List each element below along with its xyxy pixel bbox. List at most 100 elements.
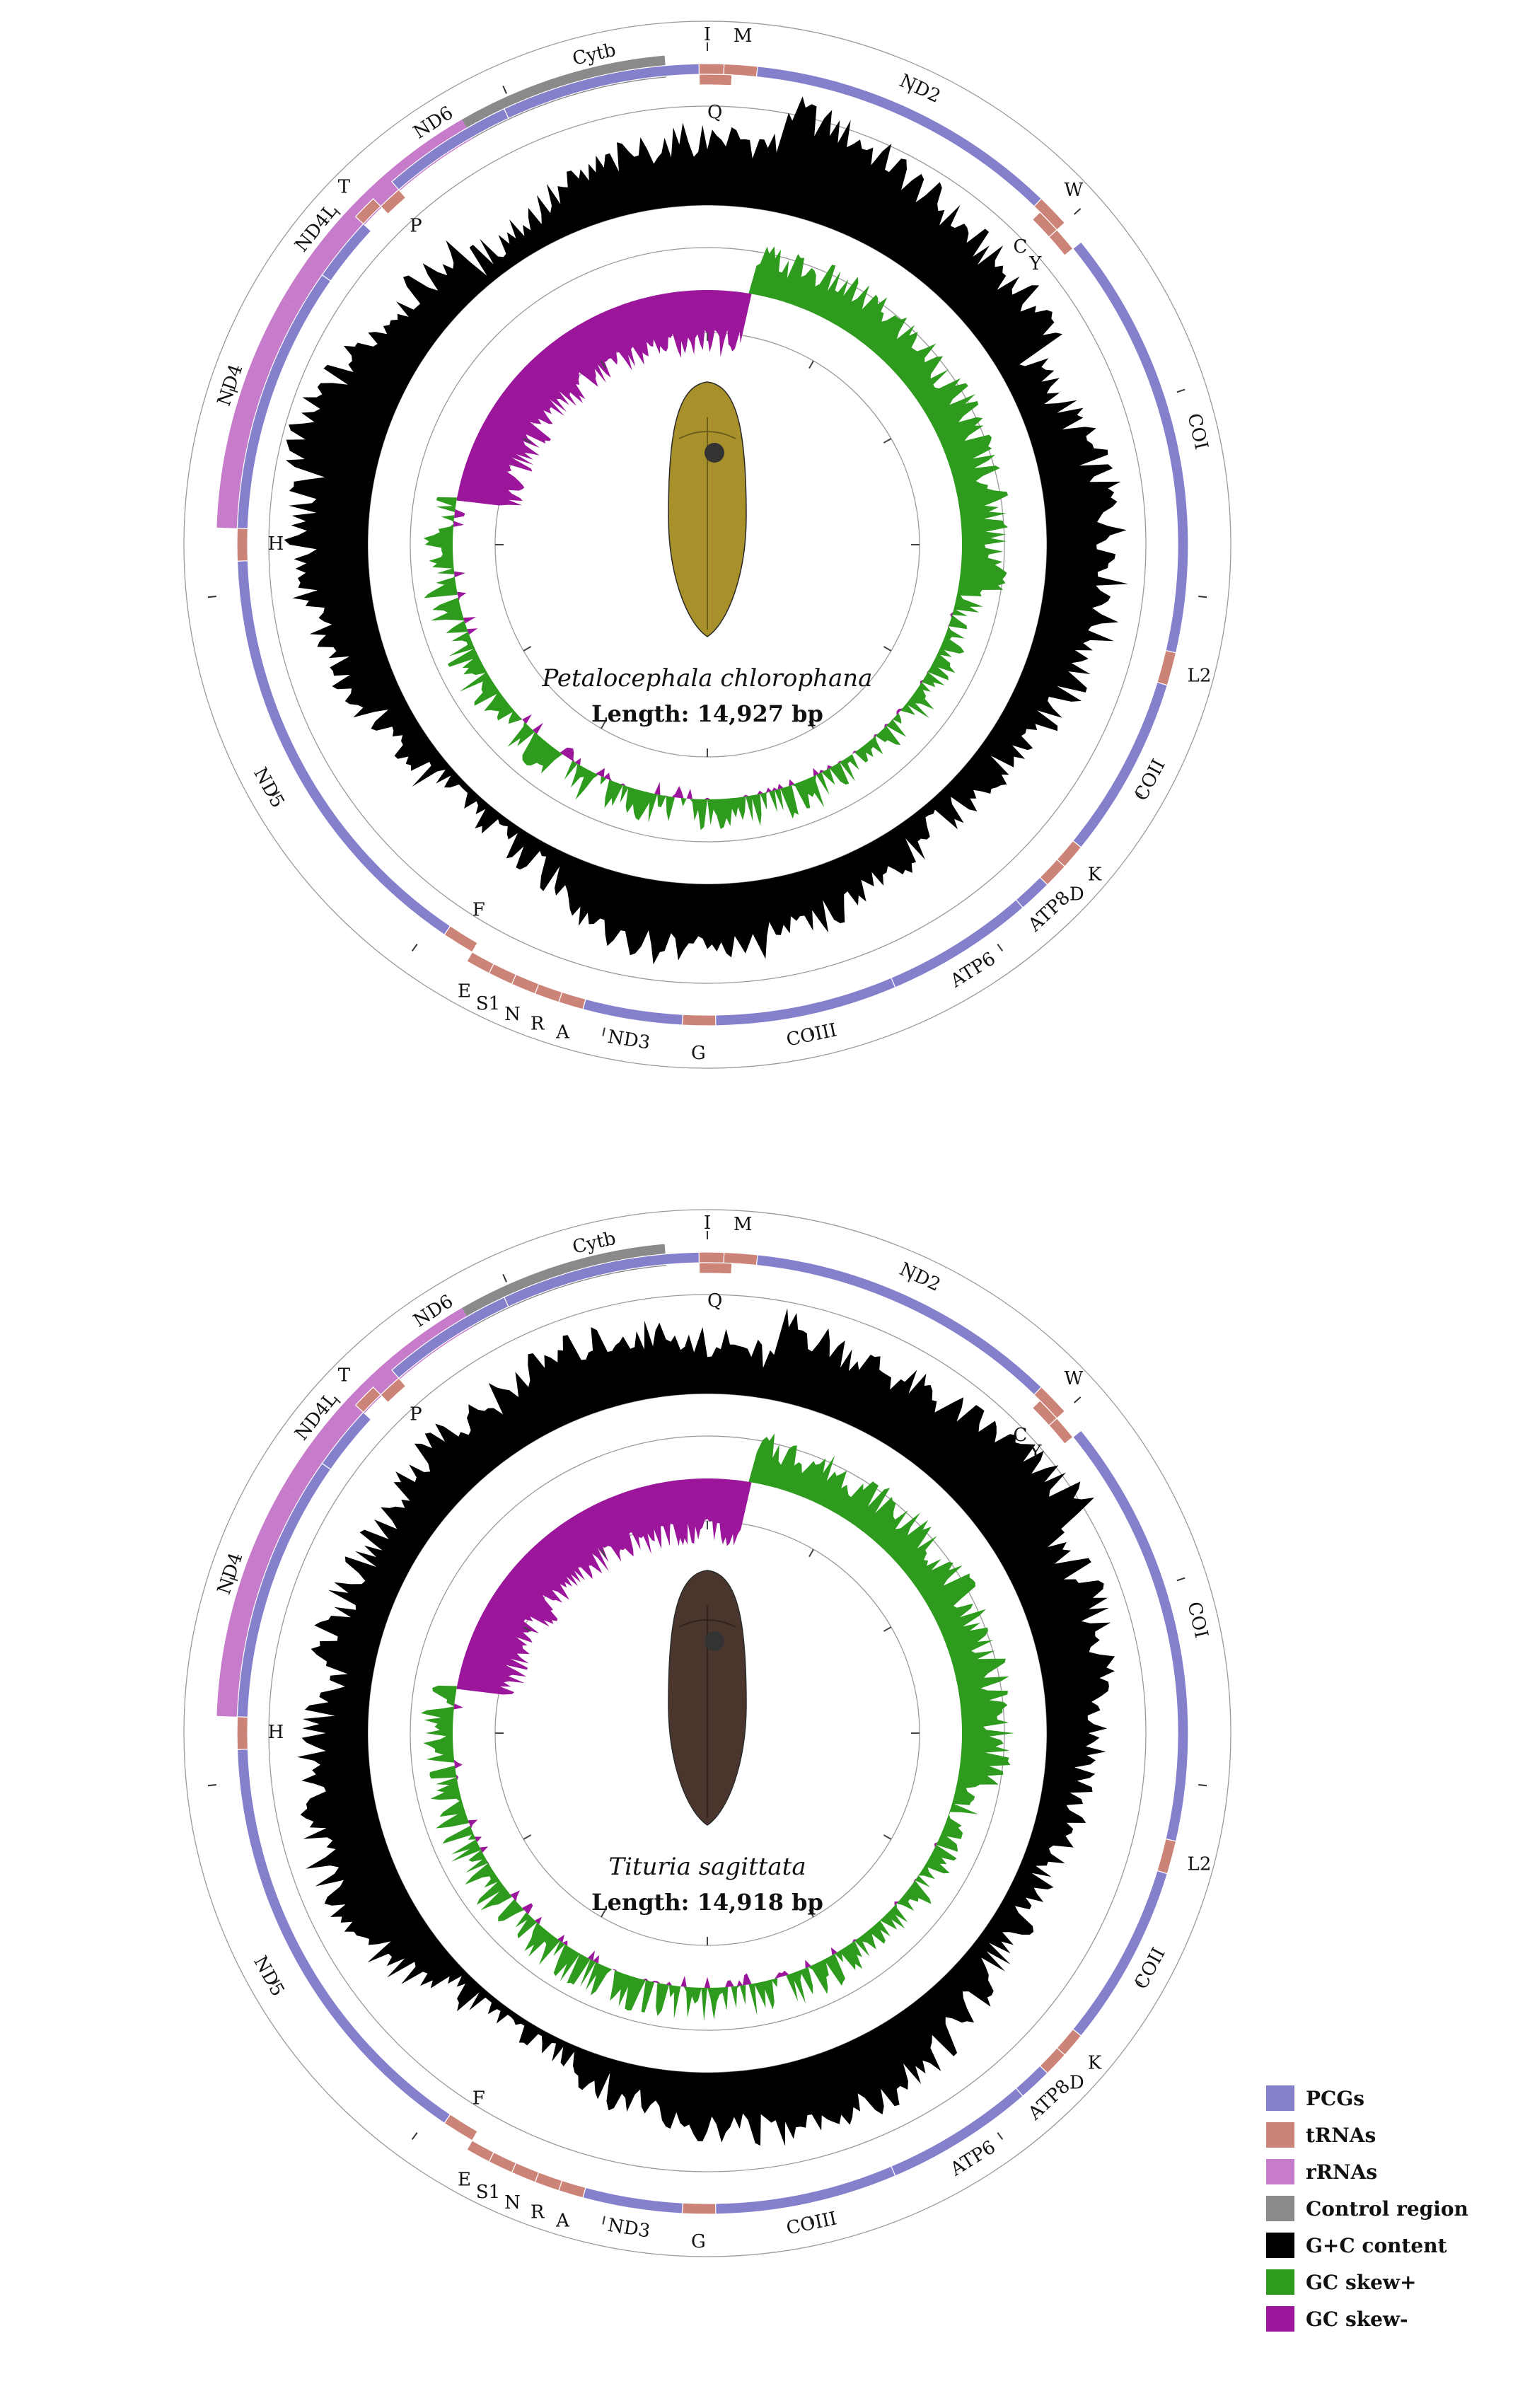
gene-block-l2 (1157, 1838, 1177, 1875)
gene-label-w: W (1065, 1368, 1084, 1389)
gene-label-nd2: ND2 (896, 1258, 944, 1296)
ring-tick (1198, 595, 1207, 598)
ring-tick (272, 791, 281, 797)
ring-tick (411, 944, 418, 951)
legend-label: Control region (1306, 2196, 1468, 2221)
gene-block-p (380, 189, 407, 215)
gene-block-h (236, 1716, 249, 1750)
ring-tick (602, 1027, 605, 1036)
scale-tick (808, 1909, 814, 1918)
gene-block-s1 (488, 963, 517, 985)
gene-block-y (1048, 229, 1074, 256)
ring-tick (997, 944, 1004, 951)
rrna-block (216, 1488, 301, 1717)
ring-tick (1074, 1396, 1082, 1403)
scale-tick (883, 438, 892, 444)
gene-label-i: I (704, 24, 711, 45)
gene-label-a: A (555, 1021, 570, 1043)
ring-tick (229, 1577, 238, 1582)
gene-block-nd3 (582, 998, 683, 1026)
legend-swatch-trnas (1266, 2122, 1294, 2148)
guide-ring (268, 1294, 1147, 2172)
gene-label-q: Q (707, 1290, 722, 1312)
gene-label-y: Y (1028, 1442, 1042, 1463)
rrna-block (216, 299, 301, 528)
gene-label-nd5: ND5 (249, 1952, 288, 2000)
ring-tick (602, 2216, 605, 2225)
gene-block-q (698, 1262, 733, 1275)
gene-label-c: C (1014, 236, 1028, 257)
guide-ring (410, 247, 1005, 843)
scale-tick (883, 646, 892, 652)
gene-block-s1 (488, 2151, 517, 2174)
ring-tick (333, 1396, 341, 1403)
ring-tick (809, 1027, 813, 1036)
legend-label: PCGs (1306, 2086, 1365, 2110)
gene-block-coiii (714, 2165, 896, 2215)
gene-block-nd3 (582, 2187, 683, 2214)
ring-tick (997, 2132, 1004, 2140)
ring-tick (1134, 1979, 1143, 1985)
legend-label: GC skew- (1306, 2307, 1408, 2331)
gene-block-f (444, 925, 478, 953)
ring-tick (907, 85, 912, 94)
scale-tick (883, 1834, 892, 1840)
gene-label-f: F (473, 899, 485, 920)
gene-label-i: I (704, 1212, 711, 1234)
gene-label-c: C (1014, 1425, 1028, 1446)
gene-label-s1: S1 (476, 993, 500, 1014)
legend-swatch-control-region (1266, 2196, 1294, 2221)
legend-label: G+C content (1306, 2233, 1447, 2257)
gene-block-p (380, 1377, 407, 1403)
species-name: Petalocephala chlorophana (542, 664, 873, 693)
gene-label-t: T (338, 1365, 351, 1386)
ring-tick (1134, 791, 1143, 797)
legend-label: tRNAs (1306, 2123, 1376, 2147)
legend-swatch-rrnas (1266, 2159, 1294, 2184)
gene-label-k: K (1088, 2053, 1102, 2074)
gene-block-e (466, 2140, 494, 2163)
gene-block-g (681, 2202, 717, 2215)
legend-item: tRNAs (1266, 2117, 1468, 2153)
legend-swatch-gc-skew-positive (1266, 2269, 1294, 2295)
gene-label-l2: L2 (1188, 1853, 1212, 1875)
gene-label-nd3: ND3 (606, 1026, 651, 1054)
gene-label-t: T (338, 176, 351, 197)
gene-label-y: Y (1028, 253, 1042, 274)
scale-tick (808, 360, 814, 369)
genome-length: Length: 14,918 bp (591, 1889, 823, 1916)
gene-label-d: D (1069, 2073, 1084, 2094)
gene-label-f: F (473, 2088, 485, 2109)
gene-label-s1: S1 (476, 2182, 500, 2203)
gene-label-nd2: ND2 (896, 70, 944, 108)
guide-ring (183, 21, 1231, 1069)
scale-tick (601, 1909, 606, 1918)
ring-tick (272, 1979, 281, 1985)
gene-block-q (698, 74, 733, 86)
ring-tick (1176, 1577, 1186, 1582)
gene-label-a: A (555, 2210, 570, 2231)
ring-tick (229, 388, 238, 393)
gene-label-m: M (734, 1214, 753, 1235)
gene-label-n: N (504, 2192, 521, 2213)
legend-swatch-pcgs (1266, 2085, 1294, 2111)
ring-tick (502, 85, 508, 94)
gene-label-r: R (531, 1014, 545, 1035)
ring-tick (907, 1273, 912, 1283)
scale-tick (601, 720, 606, 729)
gene-label-n: N (504, 1004, 521, 1025)
scale-tick (523, 438, 532, 444)
gene-label-h: H (268, 533, 284, 555)
gene-block-g (681, 1014, 717, 1026)
gene-label-coi: COI (1183, 1600, 1212, 1640)
gene-block-cytb (503, 1251, 700, 1308)
gene-block-n (511, 973, 540, 995)
guide-ring (183, 1209, 1231, 2257)
gene-block-r (534, 2172, 563, 2192)
legend-item: G+C content (1266, 2227, 1468, 2264)
ring-tick (411, 2132, 418, 2140)
gene-block-h (236, 528, 249, 562)
ring-tick (502, 1273, 508, 1283)
gene-label-e: E (458, 2170, 471, 2191)
gene-label-h: H (268, 1722, 284, 1743)
